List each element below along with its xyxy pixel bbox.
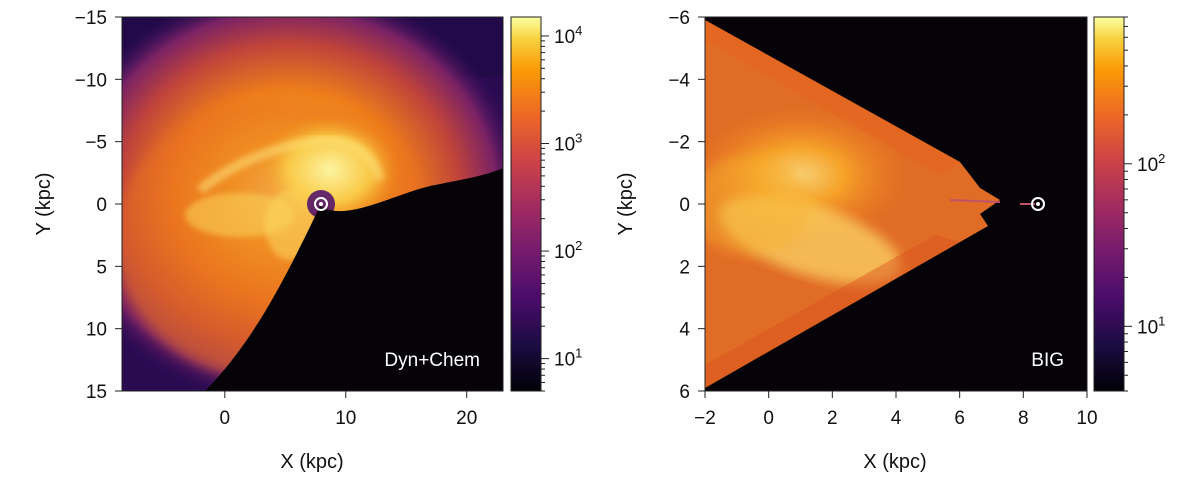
heatmap-dynchem <box>122 17 503 391</box>
y-tick-label: 6 <box>679 382 690 403</box>
panel-label-dynchem: Dyn+Chem <box>384 350 480 371</box>
colorbar-tick-label: 104 <box>554 23 582 48</box>
x-tick-label: −2 <box>694 408 716 429</box>
x-tick-label: 0 <box>220 408 231 429</box>
x-tick-label: 6 <box>954 408 965 429</box>
y-tick-label: −15 <box>75 8 107 29</box>
y-tick-label: 5 <box>96 257 107 278</box>
x-tick-label: 20 <box>456 408 477 429</box>
y-tick-label: 4 <box>679 320 690 341</box>
y-tick-label: −2 <box>668 133 690 154</box>
y-tick-label: −5 <box>85 133 107 154</box>
x-tick-label: 10 <box>1076 408 1097 429</box>
y-axis-label-dynchem: Y (kpc) <box>33 173 55 236</box>
colorbar-tick-label: 103 <box>554 131 582 156</box>
axes-big: −2 0 2 4 6 8 10 −6 −4 −2 0 2 4 6 <box>668 8 1097 429</box>
panel-dynchem: Dyn+Chem 0 10 20 −15 −10 −5 0 5 10 15 X (kpc) Y (… <box>33 8 582 473</box>
x-tick-label: 0 <box>763 408 774 429</box>
x-tick-label: 4 <box>891 408 902 429</box>
axes-dynchem: 0 10 20 −15 −10 −5 0 5 10 15 <box>75 8 478 429</box>
y-tick-label: 2 <box>679 257 690 278</box>
x-axis-label-big: X (kpc) <box>863 451 926 473</box>
sun-marker-dynchem <box>314 197 328 211</box>
y-tick-label: −10 <box>75 70 107 91</box>
x-axis-label-dynchem: X (kpc) <box>280 451 343 473</box>
colorbar-tick-label: 102 <box>1137 151 1165 176</box>
y-tick-label: −4 <box>668 70 690 91</box>
colorbar-big: 101 102 <box>1093 16 1165 392</box>
x-tick-label: 2 <box>827 408 838 429</box>
y-tick-label: −6 <box>668 8 690 29</box>
x-tick-label: 10 <box>335 408 356 429</box>
heatmap-big <box>705 17 1087 391</box>
y-tick-label: 15 <box>86 382 107 403</box>
colorbar-dynchem: 101 102 103 104 <box>510 16 582 392</box>
sun-marker-big <box>1031 197 1045 211</box>
panel-label-big: BIG <box>1031 350 1064 371</box>
colorbar-tick-label: 101 <box>1137 313 1165 338</box>
colorbar-tick-label: 102 <box>554 238 582 263</box>
x-tick-label: 8 <box>1018 408 1029 429</box>
y-axis-label-big: Y (kpc) <box>615 173 637 236</box>
colorbar-tick-label: 101 <box>554 346 582 371</box>
y-tick-label: 10 <box>86 320 107 341</box>
y-tick-label: 0 <box>96 195 107 216</box>
y-tick-label: 0 <box>679 195 690 216</box>
